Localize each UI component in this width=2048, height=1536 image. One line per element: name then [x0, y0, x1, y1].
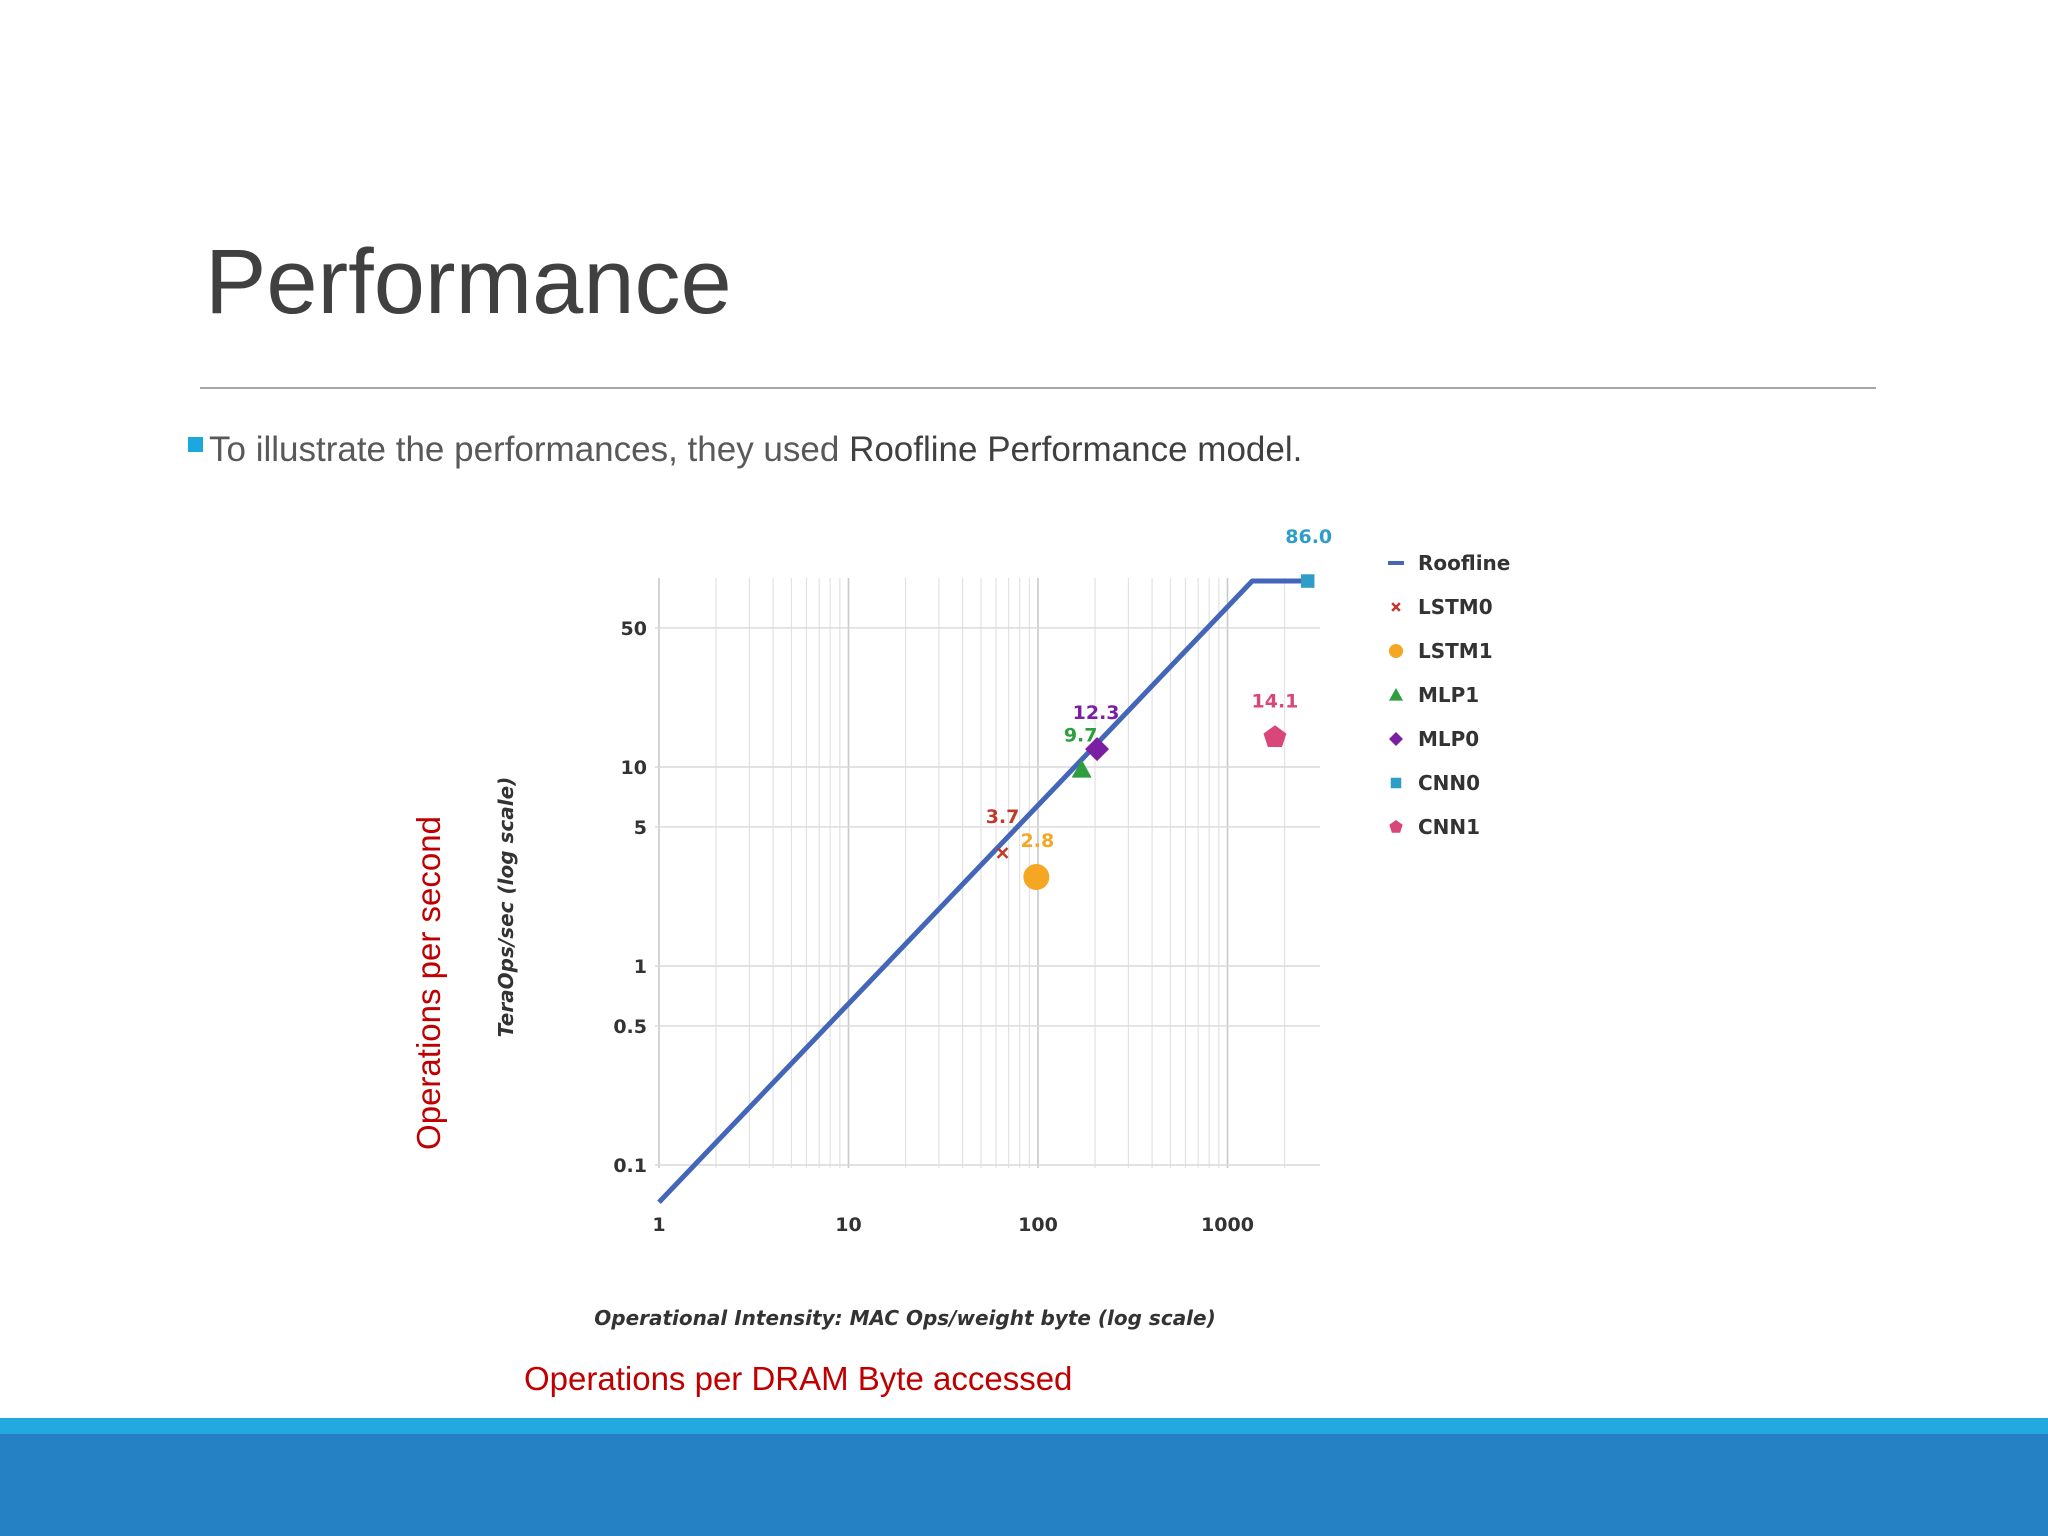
- data-label-mlp1: 9.7: [1064, 725, 1098, 747]
- legend-item-lstm1: LSTM1: [1389, 639, 1493, 663]
- chart-grid: [655, 578, 1320, 1168]
- y-tick-label: 50: [621, 618, 647, 640]
- y-tick-label: 1: [634, 956, 647, 978]
- legend-label: LSTM1: [1418, 639, 1493, 663]
- marker-mlp1: [1071, 759, 1092, 778]
- annotation-x-axis: Operations per DRAM Byte accessed: [524, 1360, 1072, 1397]
- legend-label: CNN0: [1418, 771, 1480, 795]
- legend-item-mlp0: MLP0: [1389, 727, 1479, 751]
- bullet-square-icon: [188, 437, 203, 452]
- y-tick-label: 10: [621, 757, 647, 779]
- y-tick-label: 0.1: [613, 1155, 647, 1177]
- marker-mlp0: [1085, 737, 1110, 762]
- x-axis-title: Operational Intensity: MAC Ops/weight by…: [594, 1306, 1216, 1330]
- legend-item-cnn0: CNN0: [1390, 771, 1480, 795]
- legend-label: Roofline: [1418, 551, 1510, 575]
- footer-band: [0, 1434, 2048, 1536]
- x-tick-label: 100: [1018, 1214, 1058, 1236]
- x-tick-label: 10: [835, 1214, 861, 1236]
- data-label-lstm1: 2.8: [1021, 830, 1055, 852]
- y-axis-title: TeraOps/sec (log scale): [494, 777, 518, 1038]
- legend-swatch: [1389, 820, 1403, 833]
- y-tick-label: 0.5: [613, 1016, 647, 1038]
- data-label-cnn1: 14.1: [1252, 690, 1299, 712]
- legend-item-mlp1: MLP1: [1389, 683, 1479, 707]
- title-divider: [200, 387, 1876, 389]
- annotation-y-axis: Operations per second: [410, 816, 447, 1150]
- legend-item-cnn1: CNN1: [1389, 815, 1480, 839]
- legend-swatch: [1389, 732, 1403, 746]
- legend-label: MLP0: [1418, 727, 1479, 751]
- marker-lstm1: [1023, 864, 1050, 891]
- data-label-cnn0: 86.0: [1285, 526, 1332, 548]
- roofline-line: [657, 578, 1313, 1204]
- data-label-lstm0: 3.7: [986, 806, 1020, 828]
- legend-item-roofline: Roofline: [1388, 551, 1510, 575]
- legend-swatch: [1391, 602, 1401, 612]
- footer-accent-band: [0, 1418, 2048, 1434]
- x-tick-label: 1000: [1201, 1214, 1254, 1236]
- chart-ticks: 1 10 100 1000 0.1 0.5 1 5 10 50: [613, 618, 1254, 1236]
- legend-label: LSTM0: [1418, 595, 1493, 619]
- data-label-mlp0: 12.3: [1073, 702, 1120, 724]
- marker-cnn1: [1263, 725, 1287, 747]
- legend-swatch: [1390, 777, 1402, 789]
- marker-cnn0: [1300, 574, 1315, 588]
- roofline-series: [657, 578, 1313, 1204]
- y-tick-label: 5: [634, 817, 647, 839]
- legend-swatch: [1389, 644, 1403, 658]
- x-tick-label: 1: [652, 1214, 665, 1236]
- bullet-emphasis: Roofline Performance model.: [849, 430, 1303, 469]
- legend-label: MLP1: [1418, 683, 1479, 707]
- legend-label: CNN1: [1418, 815, 1480, 839]
- chart-markers: [996, 574, 1315, 891]
- chart-legend: Roofline LSTM0 LSTM1 MLP1 MLP0 CNN0 CNN1: [1388, 551, 1510, 839]
- marker-lstm0: [996, 847, 1009, 859]
- legend-swatch: [1389, 688, 1403, 701]
- bullet-item: To illustrate the performances, they use…: [188, 430, 1302, 470]
- slide-title: Performance: [205, 231, 732, 333]
- bullet-text: To illustrate the performances, they use…: [209, 430, 850, 469]
- legend-item-lstm0: LSTM0: [1391, 595, 1493, 619]
- chart-data-labels: 3.72.8 9.712.3 86.0 14.1: [986, 526, 1332, 852]
